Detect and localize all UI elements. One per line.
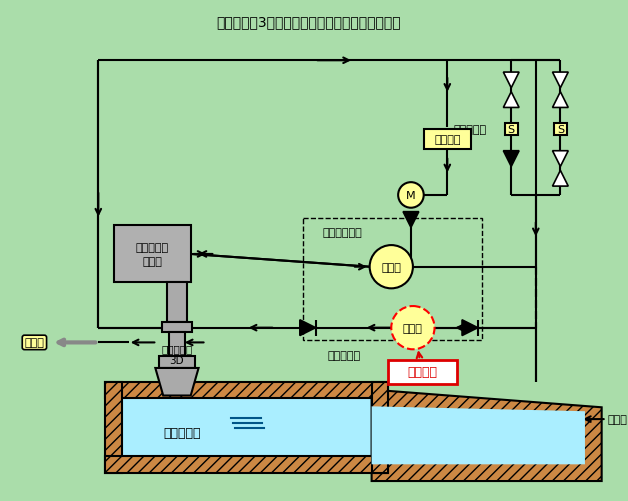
Bar bbox=[505, 123, 517, 136]
Polygon shape bbox=[504, 151, 519, 167]
Text: 海水ポンプ
モータ: 海水ポンプ モータ bbox=[136, 243, 169, 266]
Bar bbox=[114, 226, 191, 283]
Bar bbox=[372, 382, 388, 473]
Bar bbox=[167, 283, 187, 322]
Polygon shape bbox=[553, 93, 568, 108]
Text: 取水口: 取水口 bbox=[607, 414, 627, 424]
Bar bbox=[106, 382, 122, 473]
Circle shape bbox=[398, 183, 424, 208]
Text: 3D: 3D bbox=[170, 355, 184, 365]
Polygon shape bbox=[372, 390, 602, 481]
Text: モータ冷却水: モータ冷却水 bbox=[322, 228, 362, 238]
Bar bbox=[303, 218, 482, 341]
Text: 流量計: 流量計 bbox=[381, 262, 401, 272]
Polygon shape bbox=[553, 73, 568, 89]
Circle shape bbox=[370, 245, 413, 289]
Polygon shape bbox=[300, 320, 316, 336]
Text: 伊方発電所3号機　海水ポンプまわり系統概略図: 伊方発電所3号機 海水ポンプまわり系統概略図 bbox=[217, 15, 401, 29]
Bar bbox=[162, 322, 192, 332]
Text: S: S bbox=[557, 125, 564, 135]
Text: S: S bbox=[507, 125, 515, 135]
Bar bbox=[424, 130, 471, 149]
Polygon shape bbox=[403, 212, 419, 228]
Text: M: M bbox=[406, 190, 416, 200]
Bar bbox=[122, 399, 372, 456]
Text: 軸受潤滑水: 軸受潤滑水 bbox=[328, 351, 360, 361]
Polygon shape bbox=[553, 171, 568, 187]
Bar bbox=[169, 332, 185, 357]
Circle shape bbox=[391, 307, 435, 350]
Polygon shape bbox=[462, 320, 478, 336]
Text: ストレーナ: ストレーナ bbox=[453, 125, 487, 135]
Polygon shape bbox=[155, 368, 198, 396]
Bar bbox=[388, 360, 457, 384]
Text: 海水ピット: 海水ピット bbox=[163, 426, 200, 439]
Polygon shape bbox=[504, 93, 519, 108]
Text: 機器用水: 機器用水 bbox=[434, 135, 460, 145]
Text: 各機器: 各機器 bbox=[24, 338, 45, 348]
Text: 流量計: 流量計 bbox=[403, 323, 423, 333]
Bar bbox=[554, 123, 566, 136]
Polygon shape bbox=[553, 151, 568, 167]
Polygon shape bbox=[504, 73, 519, 89]
Polygon shape bbox=[372, 406, 585, 464]
Bar bbox=[160, 357, 195, 368]
Bar bbox=[106, 456, 388, 473]
Text: 当該箇所: 当該箇所 bbox=[408, 366, 438, 379]
Bar bbox=[106, 382, 388, 399]
Text: 海水ポンプ: 海水ポンプ bbox=[161, 344, 193, 354]
